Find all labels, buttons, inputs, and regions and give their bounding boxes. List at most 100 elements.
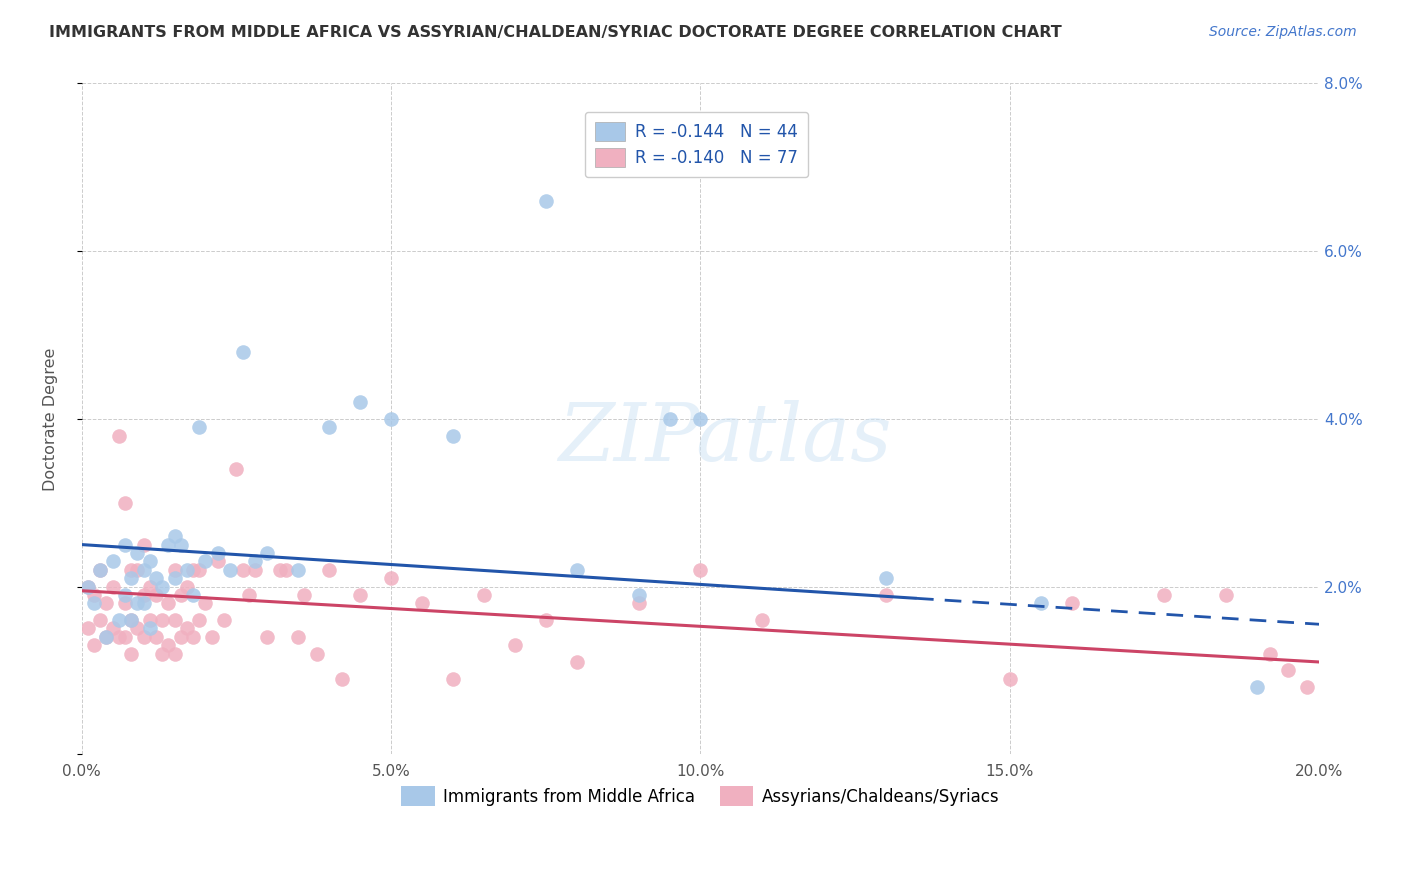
Point xyxy=(1060,596,1083,610)
Point xyxy=(176,622,198,636)
Point xyxy=(150,613,173,627)
Point xyxy=(503,638,526,652)
Point xyxy=(238,588,260,602)
Point xyxy=(627,588,650,602)
Point xyxy=(243,563,266,577)
Point xyxy=(194,554,217,568)
Point xyxy=(287,563,309,577)
Point xyxy=(83,596,105,610)
Point xyxy=(163,529,186,543)
Point xyxy=(120,571,142,585)
Point xyxy=(188,613,211,627)
Point xyxy=(89,563,111,577)
Point xyxy=(101,554,124,568)
Point xyxy=(163,571,186,585)
Point xyxy=(534,194,557,208)
Point xyxy=(380,571,402,585)
Point xyxy=(181,588,204,602)
Point xyxy=(565,563,588,577)
Point xyxy=(472,588,495,602)
Point xyxy=(132,630,155,644)
Point xyxy=(163,613,186,627)
Point xyxy=(318,420,340,434)
Point xyxy=(139,554,162,568)
Point xyxy=(145,571,167,585)
Point xyxy=(101,580,124,594)
Point xyxy=(114,630,136,644)
Point xyxy=(188,420,211,434)
Point xyxy=(157,638,180,652)
Point xyxy=(243,554,266,568)
Point xyxy=(108,428,131,442)
Point xyxy=(145,630,167,644)
Point xyxy=(658,412,681,426)
Point xyxy=(207,554,229,568)
Point xyxy=(441,672,464,686)
Point xyxy=(294,588,316,602)
Point xyxy=(201,630,224,644)
Text: Source: ZipAtlas.com: Source: ZipAtlas.com xyxy=(1209,25,1357,39)
Point xyxy=(108,630,131,644)
Point xyxy=(150,580,173,594)
Point xyxy=(114,538,136,552)
Point xyxy=(96,630,118,644)
Point xyxy=(998,672,1021,686)
Point xyxy=(188,563,211,577)
Point xyxy=(751,613,773,627)
Point xyxy=(256,546,278,560)
Point xyxy=(534,613,557,627)
Point xyxy=(120,613,142,627)
Point xyxy=(627,596,650,610)
Point xyxy=(1295,680,1317,694)
Point xyxy=(232,563,254,577)
Point xyxy=(77,580,100,594)
Point xyxy=(114,496,136,510)
Point xyxy=(305,647,328,661)
Y-axis label: Doctorate Degree: Doctorate Degree xyxy=(44,347,58,491)
Point xyxy=(132,596,155,610)
Point xyxy=(349,395,371,409)
Point xyxy=(1277,664,1299,678)
Point xyxy=(689,412,711,426)
Point xyxy=(139,613,162,627)
Point xyxy=(120,613,142,627)
Legend: Immigrants from Middle Africa, Assyrians/Chaldeans/Syriacs: Immigrants from Middle Africa, Assyrians… xyxy=(395,780,1007,813)
Point xyxy=(96,630,118,644)
Point xyxy=(232,344,254,359)
Point xyxy=(207,546,229,560)
Point xyxy=(139,622,162,636)
Point xyxy=(127,596,149,610)
Point xyxy=(127,546,149,560)
Point xyxy=(127,563,149,577)
Point xyxy=(1153,588,1175,602)
Point xyxy=(441,428,464,442)
Point xyxy=(89,563,111,577)
Point xyxy=(170,538,193,552)
Point xyxy=(225,462,247,476)
Point xyxy=(96,596,118,610)
Point xyxy=(875,588,897,602)
Point xyxy=(330,672,353,686)
Point xyxy=(380,412,402,426)
Point xyxy=(120,647,142,661)
Point xyxy=(1215,588,1237,602)
Point xyxy=(114,596,136,610)
Point xyxy=(83,588,105,602)
Point xyxy=(114,588,136,602)
Point xyxy=(120,563,142,577)
Point xyxy=(219,563,242,577)
Point xyxy=(157,538,180,552)
Text: ZIPatlas: ZIPatlas xyxy=(558,401,891,478)
Point xyxy=(150,647,173,661)
Point xyxy=(689,563,711,577)
Point xyxy=(163,563,186,577)
Point xyxy=(1246,680,1268,694)
Point xyxy=(89,613,111,627)
Point xyxy=(163,647,186,661)
Point xyxy=(274,563,297,577)
Point xyxy=(77,580,100,594)
Point xyxy=(170,588,193,602)
Point xyxy=(875,571,897,585)
Point xyxy=(411,596,433,610)
Point xyxy=(139,580,162,594)
